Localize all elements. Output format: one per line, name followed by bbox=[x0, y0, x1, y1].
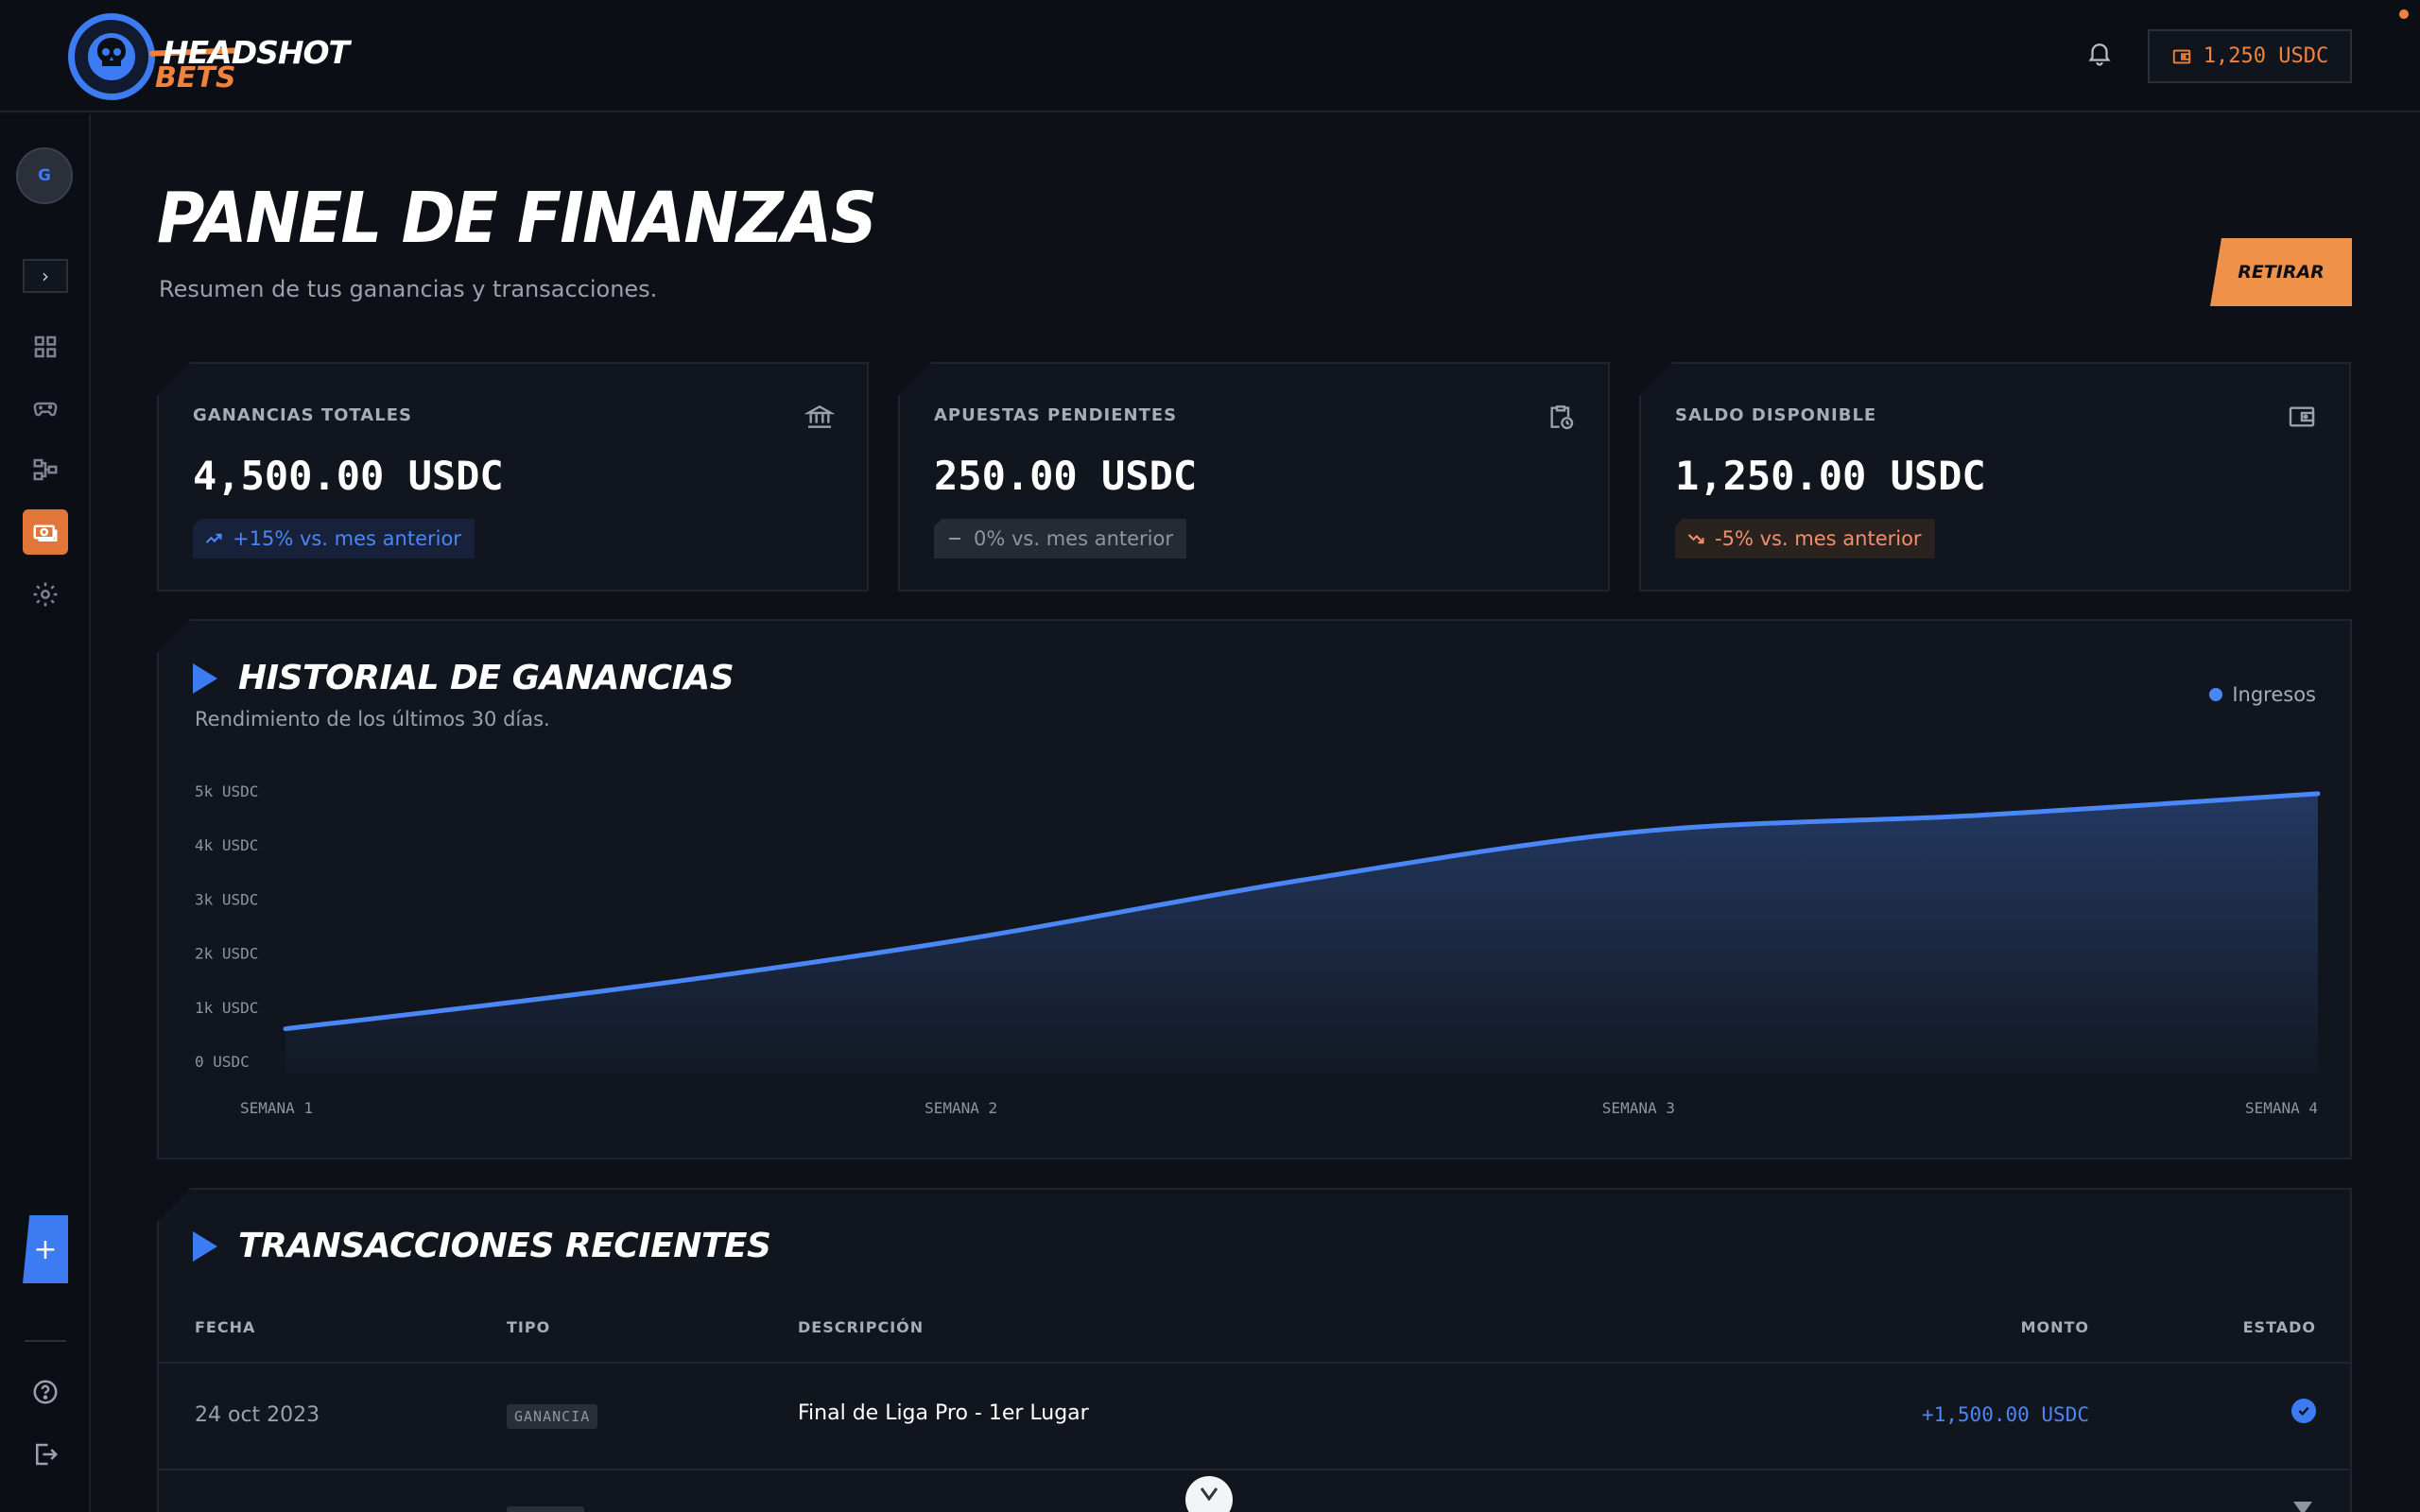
stat-delta-text: 0% vs. mes anterior bbox=[974, 527, 1173, 550]
bracket-icon bbox=[33, 458, 58, 481]
skull-icon bbox=[97, 38, 126, 66]
legend-dot bbox=[2209, 688, 2223, 701]
y-tick-label: 1k USDC bbox=[195, 999, 258, 1017]
x-tick-label: SEMANA 1 bbox=[240, 1099, 313, 1117]
earnings-area-chart: 0 USDC 1k USDC 2k USDC 3k USDC 4k USDC 5k USD… bbox=[195, 782, 2321, 1117]
stat-label: APUESTAS PENDIENTES bbox=[934, 405, 1178, 425]
trend-up-icon bbox=[205, 533, 222, 543]
withdraw-button[interactable]: RETIRAR bbox=[2210, 238, 2352, 306]
notification-dot bbox=[2399, 9, 2409, 19]
nav-tournaments[interactable] bbox=[23, 447, 68, 492]
help-icon bbox=[33, 1380, 58, 1404]
transaction-type-badge bbox=[507, 1506, 584, 1512]
transactions-panel: TRANSACCIONES RECIENTES FECHA TIPO DESCR… bbox=[157, 1188, 2352, 1512]
stat-delta: +15% vs. mes anterior bbox=[193, 519, 475, 558]
x-tick-label: SEMANA 4 bbox=[2245, 1099, 2318, 1117]
table-divider bbox=[159, 1469, 2352, 1470]
wallet-icon bbox=[2172, 49, 2190, 63]
money-icon bbox=[33, 524, 58, 541]
nav-finances[interactable] bbox=[23, 509, 68, 555]
play-icon bbox=[193, 662, 217, 694]
status-completed-icon bbox=[2291, 1399, 2316, 1423]
nav-help[interactable] bbox=[23, 1369, 68, 1415]
gear-icon bbox=[33, 582, 58, 607]
trend-down-icon bbox=[1687, 534, 1704, 544]
expand-sidebar-button[interactable]: › bbox=[23, 259, 68, 293]
panel-subtitle: Rendimiento de los últimos 30 días. bbox=[195, 708, 550, 730]
scroll-down-button[interactable] bbox=[1185, 1476, 1233, 1512]
transaction-date: 24 oct 2023 bbox=[195, 1403, 320, 1427]
y-tick-label: 5k USDC bbox=[195, 782, 258, 800]
stat-label: SALDO DISPONIBLE bbox=[1675, 405, 1877, 425]
wallet-balance-button[interactable]: 1,250 USDC bbox=[2148, 29, 2352, 83]
gamepad-icon bbox=[33, 402, 58, 417]
table-divider bbox=[159, 1362, 2352, 1364]
brand-name-bottom: BETS bbox=[155, 61, 236, 94]
x-tick-label: SEMANA 3 bbox=[1602, 1099, 1675, 1117]
legend-label: Ingresos bbox=[2232, 683, 2316, 706]
panel-header: TRANSACCIONES RECIENTES bbox=[193, 1227, 771, 1265]
dashboard-grid-icon bbox=[34, 335, 57, 358]
hourglass-icon bbox=[2293, 1502, 2312, 1512]
nav-dashboard[interactable] bbox=[23, 324, 68, 369]
plus-icon: + bbox=[33, 1232, 58, 1266]
wallet-balance: 1,250 USDC bbox=[2203, 44, 2329, 68]
column-header-type[interactable]: TIPO bbox=[507, 1318, 551, 1336]
chart-legend: Ingresos bbox=[2209, 683, 2316, 706]
stat-card-available-balance: SALDO DISPONIBLE 1,250.00 USDC -5% vs. m… bbox=[1639, 362, 2351, 592]
transaction-amount: +1,500.00 USDC bbox=[1921, 1403, 2089, 1426]
chart-area-fill bbox=[285, 793, 2318, 1074]
y-tick-label: 3k USDC bbox=[195, 890, 258, 908]
clipboard-clock-icon bbox=[1550, 405, 1574, 430]
bell-icon[interactable] bbox=[2085, 39, 2114, 67]
panel-title: HISTORIAL DE GANANCIAS bbox=[238, 659, 735, 697]
nav-logout[interactable] bbox=[23, 1432, 68, 1477]
column-header-description[interactable]: DESCRIPCIÓN bbox=[798, 1318, 925, 1336]
stat-card-pending-bets: APUESTAS PENDIENTES 250.00 USDC 0% vs. m… bbox=[898, 362, 1610, 592]
chevron-down-icon bbox=[1201, 1487, 1218, 1501]
transaction-description: Final de Liga Pro - 1er Lugar bbox=[798, 1401, 1089, 1425]
sidebar: G › + bbox=[0, 114, 91, 1512]
x-tick-label: SEMANA 2 bbox=[925, 1099, 997, 1117]
stat-delta: -5% vs. mes anterior bbox=[1675, 519, 1935, 558]
stat-label: GANANCIAS TOTALES bbox=[193, 405, 412, 425]
chart-series-line bbox=[283, 791, 2321, 1032]
stat-value: 1,250.00 USDC bbox=[1675, 453, 1986, 499]
y-tick-label: 4k USDC bbox=[195, 836, 258, 854]
stat-card-total-earnings: GANANCIAS TOTALES 4,500.00 USDC +15% vs.… bbox=[157, 362, 869, 592]
bank-icon bbox=[804, 404, 835, 428]
minus-icon bbox=[949, 537, 960, 541]
stat-delta-text: -5% vs. mes anterior bbox=[1715, 527, 1922, 550]
sidebar-divider bbox=[25, 1340, 66, 1342]
page-subtitle: Resumen de tus ganancias y transacciones… bbox=[159, 276, 658, 302]
wallet-icon bbox=[2289, 406, 2315, 427]
transaction-type-badge: GANANCIA bbox=[507, 1404, 598, 1429]
panel-title: TRANSACCIONES RECIENTES bbox=[238, 1227, 771, 1265]
stat-delta: 0% vs. mes anterior bbox=[934, 519, 1186, 558]
column-header-amount[interactable]: MONTO bbox=[2020, 1318, 2089, 1336]
nav-games[interactable] bbox=[23, 386, 68, 431]
top-bar: HEADSHOT BETS 1,250 USDC bbox=[0, 0, 2420, 112]
stat-value: 4,500.00 USDC bbox=[193, 453, 504, 499]
add-button[interactable]: + bbox=[23, 1215, 68, 1283]
brand-name-top: HEADSHOT bbox=[163, 34, 350, 71]
y-tick-label: 2k USDC bbox=[195, 945, 258, 963]
avatar[interactable]: G bbox=[16, 147, 73, 204]
y-tick-label: 0 USDC bbox=[195, 1053, 250, 1071]
page-title: PANEL DE FINANZAS bbox=[157, 178, 877, 259]
chevron-right-icon: › bbox=[42, 265, 49, 287]
brand-logo[interactable]: HEADSHOT BETS bbox=[68, 13, 350, 100]
play-icon bbox=[193, 1230, 217, 1262]
stat-delta-text: +15% vs. mes anterior bbox=[233, 527, 461, 550]
earnings-history-panel: HISTORIAL DE GANANCIAS Rendimiento de lo… bbox=[157, 619, 2352, 1160]
logout-icon bbox=[36, 1443, 59, 1466]
column-header-status[interactable]: ESTADO bbox=[2242, 1318, 2316, 1336]
column-header-date[interactable]: FECHA bbox=[195, 1318, 256, 1336]
panel-header: HISTORIAL DE GANANCIAS bbox=[193, 659, 735, 697]
stat-value: 250.00 USDC bbox=[934, 453, 1198, 499]
nav-settings[interactable] bbox=[23, 572, 68, 617]
